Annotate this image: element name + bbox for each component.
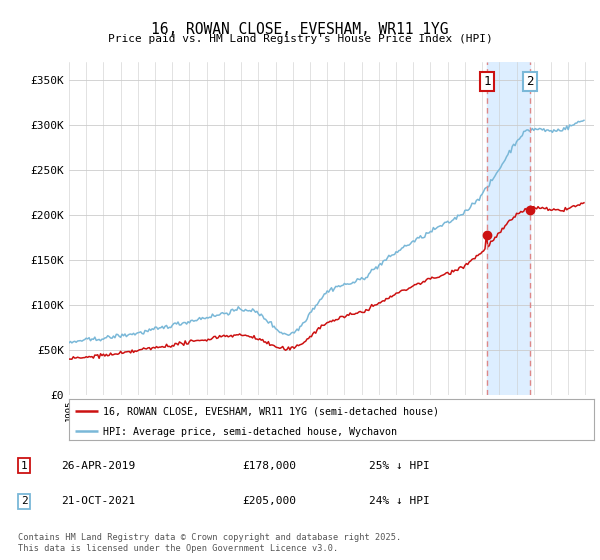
Text: 24% ↓ HPI: 24% ↓ HPI [369,496,430,506]
Text: 25% ↓ HPI: 25% ↓ HPI [369,461,430,471]
Text: 1: 1 [20,461,28,471]
Text: 1: 1 [484,75,491,88]
Text: 2: 2 [20,496,28,506]
Text: 21-OCT-2021: 21-OCT-2021 [61,496,135,506]
Text: 26-APR-2019: 26-APR-2019 [61,461,135,471]
Text: 16, ROWAN CLOSE, EVESHAM, WR11 1YG: 16, ROWAN CLOSE, EVESHAM, WR11 1YG [151,22,449,38]
Bar [487,62,530,395]
Text: 2: 2 [526,75,534,88]
Text: Price paid vs. HM Land Registry's House Price Index (HPI): Price paid vs. HM Land Registry's House … [107,34,493,44]
Text: Contains HM Land Registry data © Crown copyright and database right 2025.
This d: Contains HM Land Registry data © Crown c… [18,533,401,553]
Text: £178,000: £178,000 [242,461,296,471]
Text: HPI: Average price, semi-detached house, Wychavon: HPI: Average price, semi-detached house,… [103,427,397,437]
Text: £205,000: £205,000 [242,496,296,506]
Text: 16, ROWAN CLOSE, EVESHAM, WR11 1YG (semi-detached house): 16, ROWAN CLOSE, EVESHAM, WR11 1YG (semi… [103,407,439,417]
